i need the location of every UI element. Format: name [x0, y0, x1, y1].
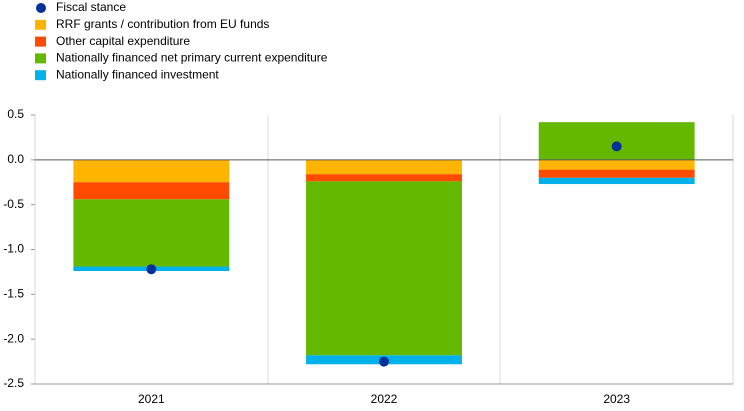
legend-label: Nationally financed net primary current … — [56, 51, 328, 65]
legend-label: Fiscal stance — [56, 0, 126, 14]
x-tick-label: 2021 — [138, 392, 165, 406]
legend-marker — [35, 53, 46, 64]
bar-segment — [306, 174, 462, 182]
point — [611, 141, 622, 152]
legend-label: Nationally financed investment — [56, 67, 219, 81]
bar-segment — [306, 159, 462, 175]
bar-segment — [538, 159, 695, 170]
y-tick-label: -0.5 — [3, 197, 24, 211]
x-tick-label: 2023 — [603, 392, 630, 406]
y-tick-label: -2.5 — [3, 376, 24, 390]
bar-segment — [73, 182, 230, 200]
legend-label: RRF grants / contribution from EU funds — [56, 17, 269, 31]
bar-segment — [538, 122, 695, 160]
y-tick-label: 0.5 — [7, 107, 24, 121]
legend-marker — [35, 36, 46, 47]
legend-marker — [35, 70, 46, 81]
bar-segment — [73, 199, 230, 267]
bar-segment — [306, 181, 462, 356]
bar-segment — [73, 159, 230, 183]
point — [146, 264, 157, 275]
bar-segment — [538, 169, 695, 178]
y-tick-label: -1.0 — [3, 242, 24, 256]
point — [379, 356, 389, 367]
y-tick-label: 0.0 — [7, 152, 24, 166]
x-tick-label: 2022 — [371, 392, 398, 406]
legend-label: Other capital expenditure — [56, 34, 190, 48]
y-tick-label: -2.0 — [3, 331, 24, 345]
y-tick-label: -1.5 — [3, 287, 24, 301]
legend-marker — [35, 19, 46, 30]
legend-marker — [36, 3, 46, 13]
bar-segment — [538, 177, 695, 185]
